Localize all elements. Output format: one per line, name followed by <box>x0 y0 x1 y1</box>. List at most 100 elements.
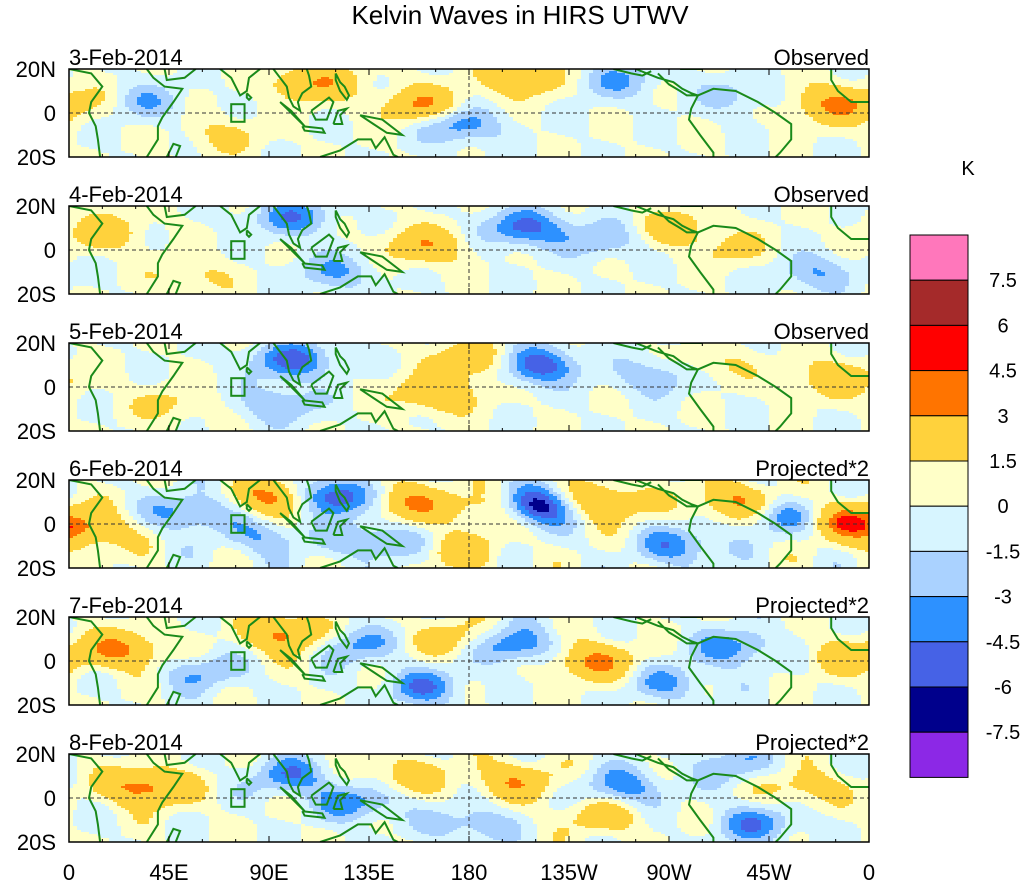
cell <box>513 99 518 102</box>
cell <box>377 75 382 78</box>
cell <box>581 87 586 90</box>
cell <box>133 99 138 102</box>
cell <box>505 73 510 76</box>
cell <box>137 111 142 114</box>
cell <box>433 101 438 104</box>
cell <box>485 71 490 74</box>
cell <box>281 115 286 118</box>
cell <box>341 87 346 90</box>
cell <box>685 99 690 102</box>
cell <box>465 117 470 120</box>
cell <box>557 91 562 94</box>
cell <box>809 117 814 120</box>
cell <box>857 77 862 80</box>
cell <box>185 91 190 94</box>
cell <box>549 79 554 82</box>
cell <box>413 107 418 110</box>
cell <box>733 113 738 116</box>
cell <box>653 83 658 86</box>
cell <box>417 81 422 84</box>
cell <box>325 91 330 94</box>
cell <box>481 79 486 82</box>
cell <box>553 115 558 118</box>
cell <box>217 99 222 102</box>
cell <box>733 117 738 120</box>
cell <box>561 85 566 88</box>
cell <box>85 73 90 76</box>
cell <box>101 77 106 80</box>
cell <box>105 101 110 104</box>
cell <box>525 75 530 78</box>
cell <box>737 79 742 82</box>
cell <box>653 71 658 74</box>
cell <box>797 75 802 78</box>
cell <box>653 115 658 118</box>
cell <box>645 89 650 92</box>
cell <box>361 75 366 78</box>
cell <box>585 103 590 106</box>
cell <box>853 87 858 90</box>
cell <box>489 109 494 112</box>
cell <box>173 71 178 74</box>
cell <box>745 73 750 76</box>
cell <box>725 77 730 80</box>
cell <box>685 83 690 86</box>
cell <box>581 115 586 118</box>
cell <box>849 97 854 100</box>
cell <box>417 115 422 118</box>
cell <box>433 109 438 112</box>
cell <box>625 107 630 110</box>
cell <box>445 73 450 76</box>
cell <box>753 103 758 106</box>
cell <box>425 101 430 104</box>
cell <box>857 81 862 84</box>
cell <box>73 97 78 100</box>
cell <box>321 95 326 98</box>
cell <box>565 103 570 106</box>
cell <box>789 83 794 86</box>
cell <box>349 105 354 108</box>
cell <box>841 87 846 90</box>
cell <box>189 81 194 84</box>
cell <box>761 69 766 72</box>
cell <box>365 79 370 82</box>
cell <box>661 99 666 102</box>
cell <box>589 87 594 90</box>
cell <box>653 91 658 94</box>
cell <box>701 69 706 72</box>
cell <box>397 93 402 96</box>
cell <box>825 81 830 84</box>
cell <box>717 117 722 120</box>
cell <box>569 91 574 94</box>
cell <box>361 105 366 108</box>
cell <box>745 103 750 106</box>
cell <box>569 111 574 114</box>
cell <box>781 95 786 98</box>
cell <box>517 81 522 84</box>
cell <box>133 81 138 84</box>
cell <box>425 109 430 112</box>
cell <box>809 95 814 98</box>
cell <box>237 101 242 104</box>
cell <box>713 117 718 120</box>
cell <box>385 111 390 114</box>
cell <box>553 107 558 110</box>
cell <box>617 115 622 118</box>
cell <box>229 73 234 76</box>
cell <box>577 111 582 114</box>
cell <box>209 101 214 104</box>
cell <box>341 97 346 100</box>
cell <box>625 95 630 98</box>
cell <box>433 91 438 94</box>
cell <box>197 117 202 120</box>
cell <box>377 115 382 118</box>
cell <box>129 75 134 78</box>
cell <box>253 105 258 108</box>
cell <box>449 103 454 106</box>
cell <box>213 111 218 114</box>
cell <box>525 79 530 82</box>
cell <box>453 113 458 116</box>
cell <box>777 91 782 94</box>
cell <box>633 99 638 102</box>
cell <box>385 77 390 80</box>
